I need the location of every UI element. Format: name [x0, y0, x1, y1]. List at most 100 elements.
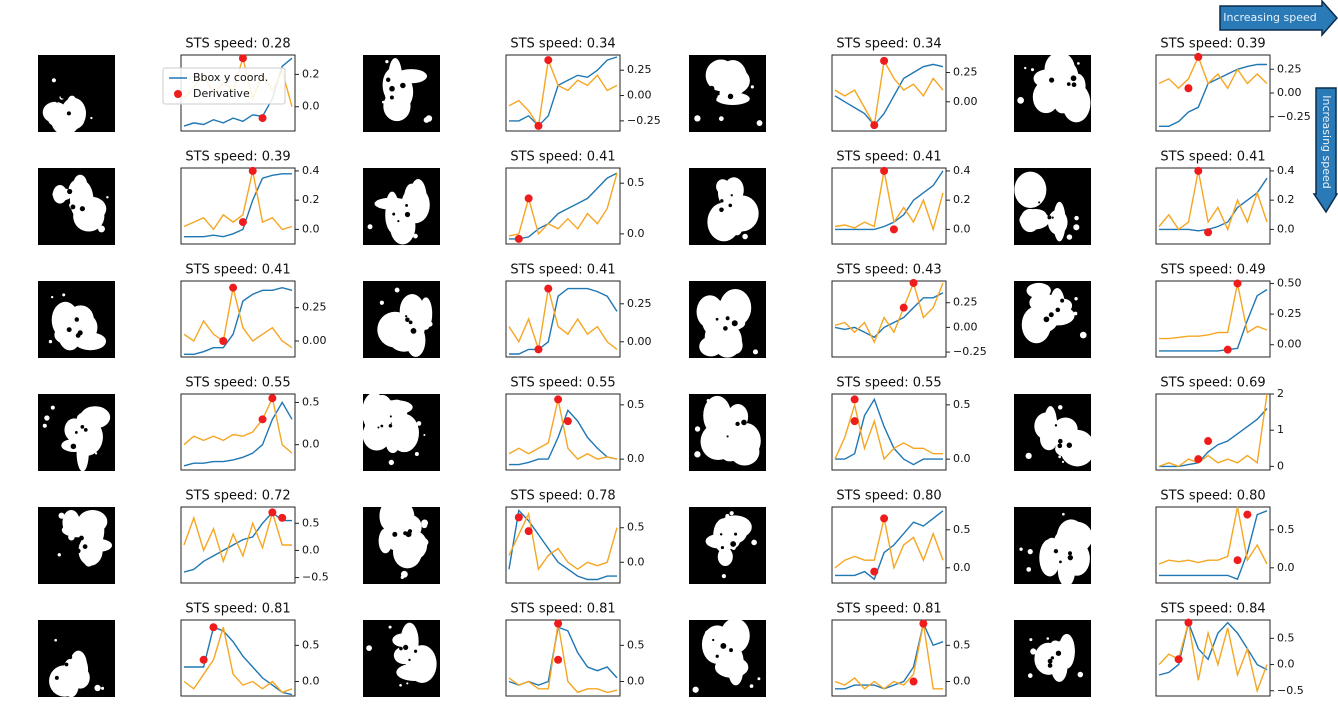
mask-speck	[44, 415, 49, 420]
mask-speck	[427, 322, 432, 327]
mask-image	[689, 168, 766, 245]
peak-marker	[209, 623, 217, 631]
peak-marker	[1234, 556, 1242, 564]
mask-blob	[1062, 84, 1090, 123]
mask-speck	[404, 222, 410, 228]
speed-arrow-horizontal: Increasing speed	[1220, 1, 1337, 35]
mask-speck	[406, 682, 408, 684]
mask-speck	[1030, 648, 1036, 654]
plot-title: STS speed: 0.78	[510, 489, 615, 504]
mask-hole	[56, 656, 60, 660]
mask-blob	[718, 547, 733, 566]
peak-marker	[525, 194, 533, 202]
mask-speck	[58, 553, 61, 556]
mask-speck	[94, 685, 100, 691]
mask-speck	[1062, 75, 1066, 79]
mask-speck	[59, 513, 65, 519]
y-tick-label: 0.2	[302, 193, 320, 206]
peak-marker	[1243, 511, 1251, 519]
mask-hole	[1060, 299, 1064, 303]
mask-hole	[1067, 82, 1071, 86]
mask-speck	[1026, 453, 1032, 459]
mask-hole	[728, 94, 733, 99]
y-tick-label: 0.25	[627, 63, 652, 76]
peak-marker	[919, 620, 927, 628]
mask-speck	[1058, 405, 1063, 410]
mask-image	[689, 618, 766, 697]
mask-speck	[1067, 234, 1072, 239]
mask-hole	[1054, 549, 1058, 553]
y-tick-label: 0.50	[1277, 276, 1302, 289]
mask-speck	[74, 310, 76, 312]
mask-hole	[720, 643, 726, 649]
figure: STS speed: 0.280.20.0Bbox y coord.Deriva…	[0, 0, 1338, 709]
mask-speck	[49, 340, 52, 343]
mask-image	[38, 55, 115, 135]
mask-speck	[395, 544, 397, 546]
y-tick-label: 0.0	[627, 227, 645, 240]
y-tick-label: 0.0	[627, 452, 645, 465]
peak-marker	[1224, 346, 1232, 354]
mask-speck	[1019, 548, 1022, 551]
mask-hole	[389, 86, 395, 92]
mask-hole	[405, 315, 407, 317]
mask-speck	[705, 630, 712, 637]
mask-hole	[741, 420, 747, 426]
mask-hole	[69, 541, 71, 543]
peak-marker	[544, 56, 552, 64]
mask-speck	[84, 212, 90, 218]
mask-hole	[405, 317, 410, 322]
y-tick-label: 0.0	[953, 222, 971, 235]
peak-marker	[851, 395, 859, 403]
mask-speck	[1074, 297, 1077, 300]
mask-speck	[1074, 216, 1078, 220]
plot-title: STS speed: 0.34	[836, 37, 941, 52]
y-tick-label: 0.5	[1277, 631, 1295, 644]
mask-blob	[53, 185, 67, 204]
y-tick-label: 0.0	[302, 438, 320, 451]
mask-hole	[1068, 551, 1072, 555]
y-tick-label: 0.25	[953, 66, 978, 79]
plot-title: STS speed: 0.43	[836, 263, 941, 278]
mask-hole	[713, 97, 717, 101]
mask-hole	[408, 659, 410, 661]
mask-speck	[83, 663, 86, 666]
y-tick-label: 2	[1277, 387, 1284, 400]
mask-speck	[366, 645, 372, 651]
peak-marker	[1194, 167, 1202, 175]
y-tick-label: 0.5	[302, 516, 320, 529]
mask-hole	[65, 205, 70, 210]
y-tick-label: 0.4	[1277, 164, 1295, 177]
mask-speck	[413, 234, 418, 239]
y-tick-label: 0.0	[953, 675, 971, 688]
plot-title: STS speed: 0.41	[1160, 150, 1265, 165]
mask-speck	[1024, 67, 1026, 69]
mask-speck	[1037, 218, 1041, 222]
mask-speck	[725, 514, 729, 518]
y-tick-label: −0.25	[1277, 110, 1311, 123]
mask-hole	[720, 199, 723, 202]
y-tick-label: 0.0	[1277, 561, 1295, 574]
y-tick-label: 0.00	[627, 89, 652, 102]
mask-hole	[712, 639, 714, 641]
mask-hole	[1038, 201, 1040, 203]
mask-speck	[694, 451, 700, 457]
mask-image	[363, 168, 440, 245]
mask-blob	[1057, 519, 1086, 555]
peak-marker	[239, 54, 247, 62]
mask-speck	[1028, 549, 1033, 554]
mask-speck	[1062, 461, 1064, 463]
mask-speck	[734, 662, 740, 668]
peak-marker	[880, 167, 888, 175]
plot-frame	[506, 507, 620, 583]
mask-speck	[395, 288, 400, 293]
mask-image	[363, 55, 440, 132]
peak-marker	[870, 121, 878, 129]
mask-hole	[1051, 656, 1054, 659]
y-tick-label: 0.0	[302, 100, 320, 113]
mask-hole	[71, 444, 77, 450]
mask-blob	[406, 324, 425, 357]
mask-speck	[51, 296, 53, 298]
arrow-label: Increasing speed	[1320, 95, 1333, 189]
legend-label: Bbox y coord.	[193, 71, 268, 84]
